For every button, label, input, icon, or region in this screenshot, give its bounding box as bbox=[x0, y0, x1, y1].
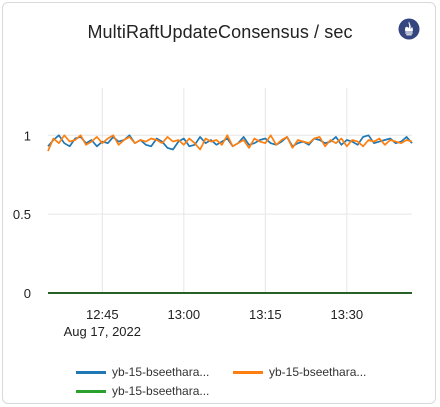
legend-item-series-2[interactable]: yb-15-bseethara... bbox=[233, 365, 366, 379]
series-line-2 bbox=[47, 134, 413, 152]
legend-item-series-1[interactable]: yb-15-bseethara... bbox=[76, 365, 209, 379]
legend-swatch bbox=[76, 370, 106, 374]
legend-label: yb-15-bseethara... bbox=[269, 365, 367, 379]
y-tick-label: 0 bbox=[24, 286, 31, 301]
legend-swatch bbox=[76, 389, 106, 393]
chart-legend: yb-15-bseethara... yb-15-bseethara... yb… bbox=[0, 360, 440, 404]
x-tick-sublabel: Aug 17, 2022 bbox=[64, 324, 141, 339]
x-tick-label: 12:45 bbox=[86, 307, 119, 322]
x-tick-label: 13:30 bbox=[331, 307, 364, 322]
x-tick-label: 13:15 bbox=[249, 307, 282, 322]
x-tick-label: 13:00 bbox=[168, 307, 201, 322]
y-tick-label: 1 bbox=[24, 128, 31, 143]
line-chart: 12:45 Aug 17, 2022 13:00 13:15 13:30 0 0.5 1 bbox=[13, 88, 413, 339]
chart-title: MultiRaftUpdateConsensus / sec bbox=[87, 22, 353, 42]
chart-card bbox=[2, 2, 436, 404]
prometheus-icon[interactable] bbox=[398, 18, 420, 40]
legend-label: yb-15-bseethara... bbox=[112, 384, 210, 398]
legend-item-series-3[interactable]: yb-15-bseethara... bbox=[76, 384, 209, 398]
legend-swatch bbox=[233, 370, 263, 374]
y-tick-label: 0.5 bbox=[13, 207, 31, 222]
legend-label: yb-15-bseethara... bbox=[112, 365, 210, 379]
